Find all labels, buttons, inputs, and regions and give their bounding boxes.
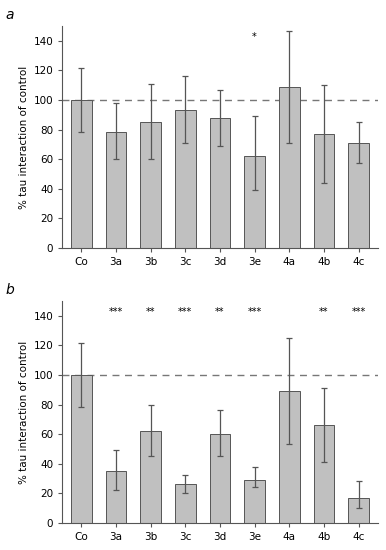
Bar (313, 425, 334, 522)
Bar (140, 122, 161, 248)
Text: *: * (252, 32, 257, 42)
Bar (140, 431, 161, 522)
Bar (71, 375, 91, 522)
Bar (348, 143, 369, 248)
Bar (210, 118, 230, 248)
Y-axis label: % tau interaction of control: % tau interaction of control (19, 340, 29, 483)
Bar (244, 480, 265, 522)
Y-axis label: % tau interaction of control: % tau interaction of control (19, 65, 29, 208)
Text: ***: *** (178, 307, 192, 317)
Bar (175, 111, 196, 248)
Text: **: ** (319, 307, 329, 317)
Text: **: ** (215, 307, 225, 317)
Bar (313, 134, 334, 248)
Bar (71, 100, 91, 248)
Bar (105, 133, 126, 248)
Bar (279, 391, 300, 522)
Bar (210, 434, 230, 522)
Text: ***: *** (247, 307, 262, 317)
Bar (348, 498, 369, 522)
Bar (175, 484, 196, 522)
Bar (279, 87, 300, 248)
Text: b: b (5, 283, 14, 297)
Text: ***: *** (352, 307, 366, 317)
Text: ***: *** (109, 307, 123, 317)
Text: **: ** (146, 307, 155, 317)
Text: a: a (5, 8, 14, 22)
Bar (105, 471, 126, 522)
Bar (244, 156, 265, 248)
